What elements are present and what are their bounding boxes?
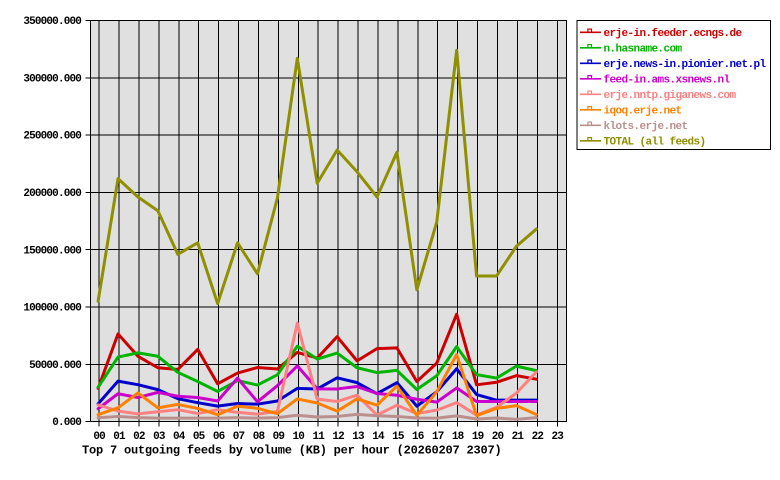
svg-text:16: 16 (412, 431, 424, 443)
svg-text:19: 19 (472, 431, 484, 443)
svg-text:erje-in.feeder.ecngs.de: erje-in.feeder.ecngs.de (604, 28, 743, 40)
svg-text:0.000: 0.000 (52, 417, 81, 429)
svg-text:350000.000: 350000.000 (23, 16, 81, 28)
svg-text:11: 11 (312, 431, 325, 443)
svg-text:04: 04 (173, 431, 186, 443)
svg-text:03: 03 (153, 431, 166, 443)
svg-text:02: 02 (133, 431, 145, 443)
svg-text:07: 07 (233, 431, 245, 443)
svg-text:klots.erje.net: klots.erje.net (604, 121, 688, 133)
svg-text:23: 23 (551, 431, 564, 443)
svg-text:20: 20 (492, 431, 504, 443)
svg-text:15: 15 (392, 431, 405, 443)
svg-text:100000.000: 100000.000 (23, 303, 81, 315)
svg-text:erje.news-in.pionier.net.pl: erje.news-in.pionier.net.pl (604, 59, 767, 71)
svg-text:13: 13 (352, 431, 365, 443)
svg-text:06: 06 (213, 431, 225, 443)
svg-text:erje.nntp.giganews.com: erje.nntp.giganews.com (604, 90, 737, 102)
svg-text:05: 05 (193, 431, 206, 443)
svg-text:iqoq.erje.net: iqoq.erje.net (604, 105, 682, 117)
svg-text:00: 00 (93, 431, 105, 443)
svg-text:14: 14 (372, 431, 385, 443)
svg-text:150000.000: 150000.000 (23, 245, 81, 257)
svg-text:50000.000: 50000.000 (29, 360, 81, 372)
svg-text:300000.000: 300000.000 (23, 73, 81, 85)
svg-text:17: 17 (432, 431, 444, 443)
svg-text:n.hasname.com: n.hasname.com (604, 43, 683, 55)
svg-text:Top 7 outgoing feeds by volume: Top 7 outgoing feeds by volume (KB) per … (82, 444, 501, 458)
svg-text:18: 18 (452, 431, 465, 443)
svg-text:TOTAL (all feeds): TOTAL (all feeds) (604, 136, 706, 148)
svg-text:200000.000: 200000.000 (23, 188, 81, 200)
svg-text:feed-in.ams.xsnews.nl: feed-in.ams.xsnews.nl (604, 74, 731, 86)
svg-text:250000.000: 250000.000 (23, 131, 81, 143)
svg-text:09: 09 (273, 431, 285, 443)
svg-text:08: 08 (253, 431, 266, 443)
svg-text:22: 22 (532, 431, 544, 443)
svg-text:12: 12 (332, 431, 344, 443)
svg-text:10: 10 (293, 431, 305, 443)
svg-text:01: 01 (113, 431, 126, 443)
svg-text:21: 21 (512, 431, 525, 443)
